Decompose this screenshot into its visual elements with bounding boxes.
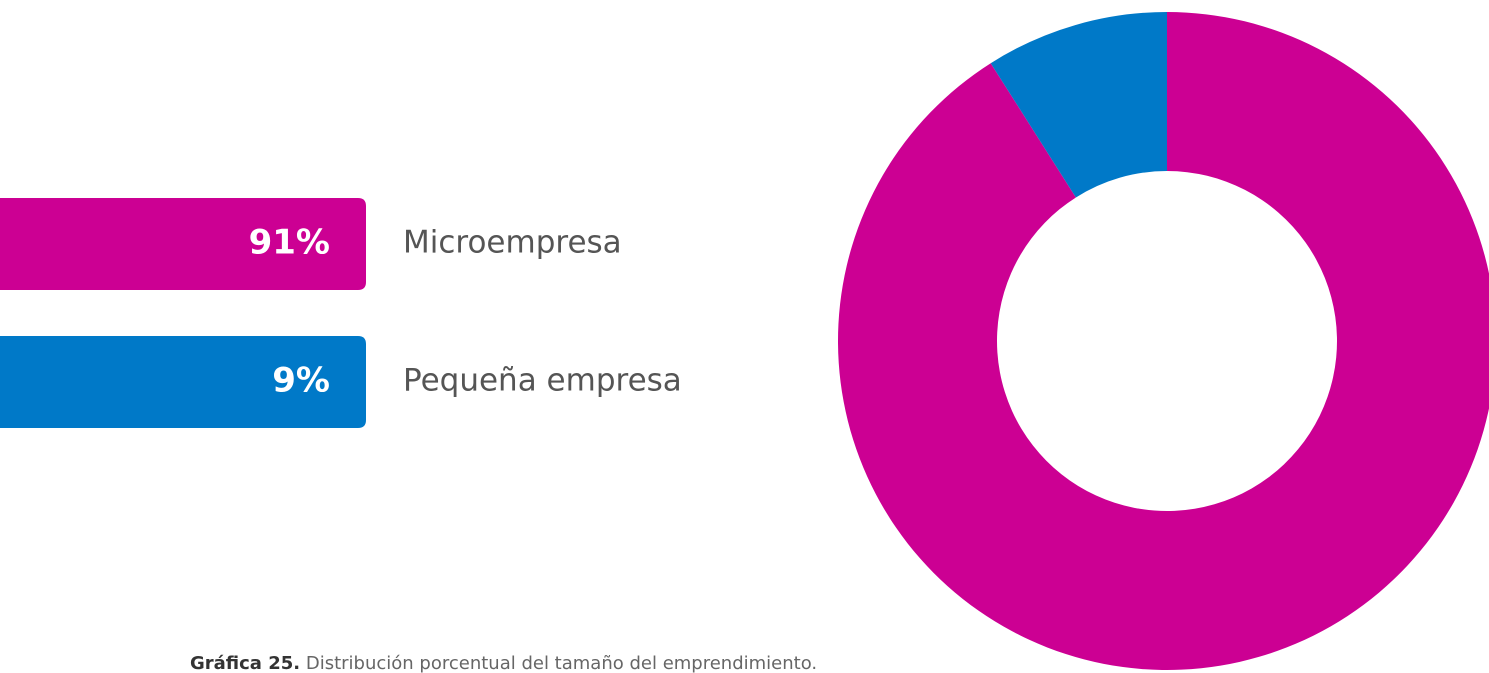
legend-label: Pequeña empresa — [403, 363, 682, 399]
caption-text: Distribución porcentual del tamaño del e… — [306, 653, 817, 673]
legend-swatch — [0, 336, 366, 428]
slice — [990, 12, 1167, 198]
legend-swatch — [0, 198, 366, 290]
slice — [838, 12, 1489, 670]
legend-label: Microempresa — [403, 225, 622, 261]
caption-label: Gráfica 25. — [190, 653, 300, 673]
legend-value: 9% — [272, 361, 330, 401]
legend-value: 91% — [249, 223, 330, 263]
caption: Gráfica 25. Distribución porcentual del … — [190, 653, 817, 673]
